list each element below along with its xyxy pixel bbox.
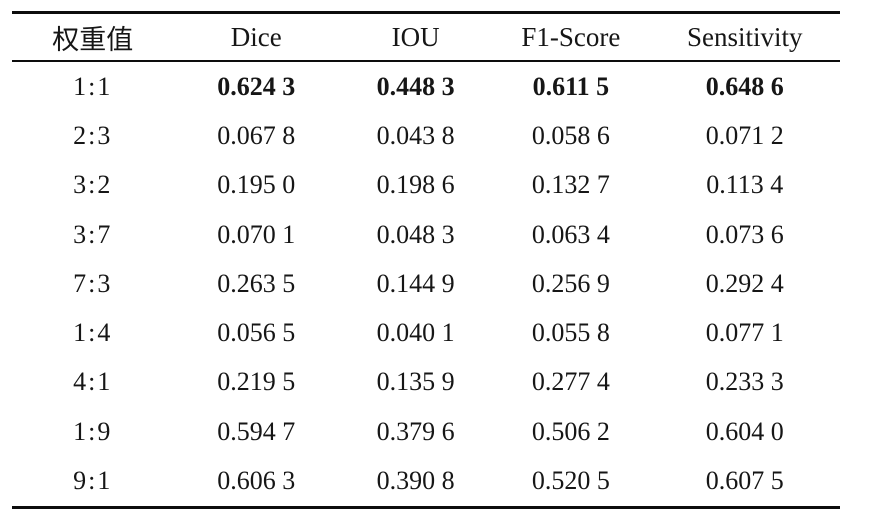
- metric-value: 0.058 6: [531, 120, 610, 150]
- table-row: 3:2 0.195 0 0.198 6 0.132 7 0.113 4: [12, 161, 840, 210]
- weight-ratio-label: 1:4: [73, 318, 113, 348]
- metric-value: 0.604 0: [705, 416, 784, 446]
- column-header-dice: Dice: [173, 12, 340, 62]
- column-header-f1-score: F1-Score: [492, 12, 650, 62]
- weight-ratio-label: 4:1: [73, 367, 113, 397]
- metric-value: 0.594 7: [217, 416, 296, 446]
- table-row: 4:1 0.219 5 0.135 9 0.277 4 0.233 3: [12, 358, 840, 407]
- metric-value: 0.132 7: [531, 170, 610, 200]
- weight-ratio-label: 9:1: [73, 466, 113, 496]
- table-row: 2:3 0.067 8 0.043 8 0.058 6 0.071 2: [12, 111, 840, 160]
- weight-ratio-label: 3:7: [73, 219, 113, 249]
- metric-value: 0.077 1: [705, 318, 784, 348]
- metric-value: 0.292 4: [705, 268, 784, 298]
- table-row: 3:7 0.070 1 0.048 3 0.063 4 0.073 6: [12, 210, 840, 259]
- table-body: 1:1 0.624 3 0.448 3 0.611 5 0.648 6 2:3 0.067 …: [12, 61, 840, 507]
- results-table: 权重值 Dice IOU F1-Score Sensitivity 1:1 0.6…: [12, 11, 840, 509]
- metric-value: 0.506 2: [531, 416, 610, 446]
- metric-value: 0.263 5: [217, 268, 296, 298]
- metric-value: 0.043 8: [376, 120, 455, 150]
- metric-value: 0.198 6: [376, 170, 455, 200]
- weight-ratio-label: 1:9: [73, 416, 113, 446]
- weight-ratio-label: 7:3: [73, 268, 113, 298]
- metric-value: 0.607 5: [705, 466, 784, 496]
- weight-ratio-label: 2:3: [73, 120, 113, 150]
- metric-value: 0.048 3: [376, 219, 455, 249]
- table-row: 1:1 0.624 3 0.448 3 0.611 5 0.648 6: [12, 61, 840, 111]
- metric-value: 0.606 3: [217, 466, 296, 496]
- metric-value: 0.055 8: [531, 318, 610, 348]
- metric-value: 0.073 6: [705, 219, 784, 249]
- column-header-sensitivity: Sensitivity: [649, 12, 840, 62]
- metric-value: 0.063 4: [531, 219, 610, 249]
- metric-value: 0.071 2: [705, 120, 784, 150]
- metric-value: 0.067 8: [217, 120, 296, 150]
- metric-value: 0.624 3: [217, 71, 296, 101]
- metric-value: 0.390 8: [376, 466, 455, 496]
- table-row: 7:3 0.263 5 0.144 9 0.256 9 0.292 4: [12, 259, 840, 308]
- header-row: 权重值 Dice IOU F1-Score Sensitivity: [12, 12, 840, 62]
- metric-value: 0.611 5: [532, 71, 610, 101]
- metric-value: 0.040 1: [376, 318, 455, 348]
- metric-value: 0.520 5: [531, 466, 610, 496]
- table-row: 9:1 0.606 3 0.390 8 0.520 5 0.607 5: [12, 456, 840, 507]
- metric-value: 0.135 9: [376, 367, 455, 397]
- metric-value: 0.070 1: [217, 219, 296, 249]
- metric-value: 0.056 5: [217, 318, 296, 348]
- metric-value: 0.219 5: [217, 367, 296, 397]
- metric-value: 0.379 6: [376, 416, 455, 446]
- metric-value: 0.256 9: [531, 268, 610, 298]
- metric-value: 0.233 3: [705, 367, 784, 397]
- column-header-weight-value: 权重值: [12, 12, 174, 62]
- weight-ratio-label: 3:2: [73, 170, 113, 200]
- table-row: 1:4 0.056 5 0.040 1 0.055 8 0.077 1: [12, 308, 840, 357]
- results-table-container: 权重值 Dice IOU F1-Score Sensitivity 1:1 0.6…: [12, 11, 840, 509]
- table-header: 权重值 Dice IOU F1-Score Sensitivity: [12, 12, 840, 62]
- column-header-iou: IOU: [339, 12, 493, 62]
- metric-value: 0.144 9: [376, 268, 455, 298]
- table-row: 1:9 0.594 7 0.379 6 0.506 2 0.604 0: [12, 407, 840, 456]
- metric-value: 0.113 4: [706, 170, 784, 200]
- metric-value: 0.448 3: [376, 71, 455, 101]
- weight-ratio-label: 1:1: [73, 71, 113, 101]
- metric-value: 0.195 0: [217, 170, 296, 200]
- metric-value: 0.277 4: [531, 367, 610, 397]
- metric-value: 0.648 6: [705, 71, 784, 101]
